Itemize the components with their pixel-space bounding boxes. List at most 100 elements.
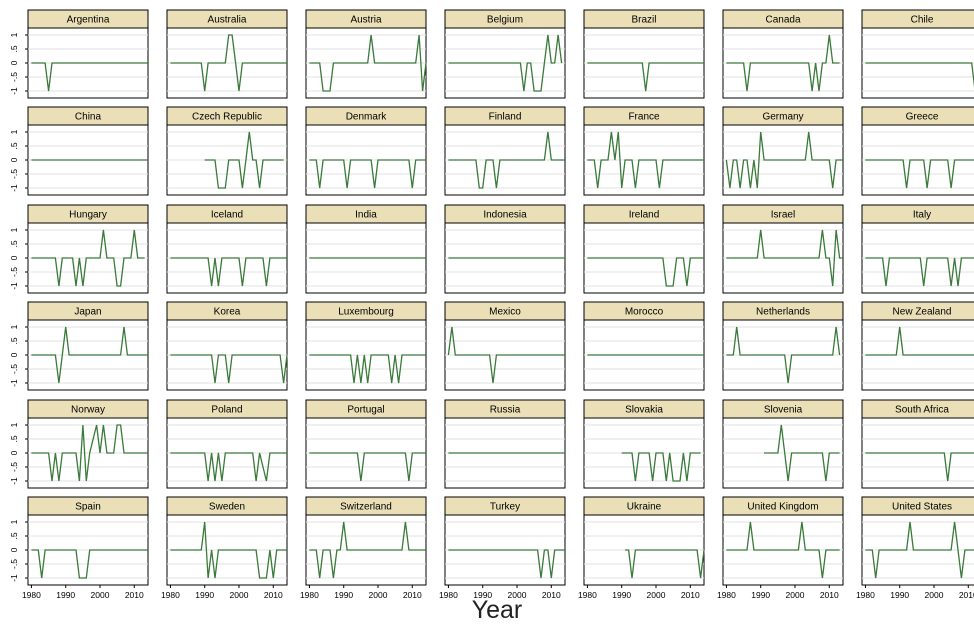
x-tick-label: 2000 (369, 590, 388, 600)
panel-norway: Norway 1 .5 0 -.5 -1 (9, 399, 149, 489)
y-tick-label: -.5 (9, 364, 19, 374)
y-tick-label: 0 (9, 547, 19, 552)
panel-china: China 1 .5 0 -.5 -1 (9, 106, 149, 196)
panel-title: Australia (208, 15, 247, 26)
panel-title: China (75, 112, 102, 123)
panel-czech-republic: Czech Republic (166, 106, 288, 196)
panel-title: Norway (71, 405, 105, 416)
series-line (170, 34, 287, 92)
panel-title: Ireland (629, 210, 660, 221)
x-tick-label: 2010 (403, 590, 422, 600)
panel-title: Netherlands (756, 307, 810, 318)
x-tick-label: 2010 (125, 590, 144, 600)
panel-title: Morocco (625, 307, 664, 318)
panel-title: France (628, 112, 660, 123)
panel-japan: Japan 1 .5 0 -.5 -1 (9, 301, 149, 391)
y-tick-label: 0 (9, 157, 19, 162)
x-tick-label: 1990 (751, 590, 770, 600)
panel-belgium: Belgium (444, 9, 566, 99)
y-tick-label: .5 (9, 435, 19, 442)
series-line (865, 452, 974, 482)
series-line (309, 354, 426, 384)
y-tick-label: 1 (9, 422, 19, 427)
panel-title: United Kingdom (747, 502, 818, 513)
panel-south-africa: South Africa (861, 399, 974, 489)
series-line (309, 521, 426, 579)
series-line (865, 159, 974, 189)
x-tick-label: 1990 (56, 590, 75, 600)
panel-finland: Finland (444, 106, 566, 196)
x-tick-label: 2000 (91, 590, 110, 600)
x-axis-title: Year (471, 596, 523, 624)
panel-slovenia: Slovenia (722, 399, 844, 489)
panel-korea: Korea (166, 301, 288, 391)
panel-united-states: United States 1980 1990 2000 2010 (856, 496, 974, 600)
series-line (448, 549, 565, 579)
panel-title: Russia (490, 405, 521, 416)
y-tick-label: -1 (9, 87, 19, 95)
y-tick-label: 1 (9, 32, 19, 37)
y-tick-label: .5 (9, 142, 19, 149)
y-tick-label: -1 (9, 574, 19, 582)
panel-israel: Israel (722, 204, 844, 294)
x-tick-label: 1990 (612, 590, 631, 600)
panel-chile: Chile (861, 9, 974, 99)
series-line (726, 326, 841, 384)
panel-switzerland: Switzerland 1980 1990 2000 2010 (300, 496, 427, 600)
panel-title: Portugal (347, 405, 384, 416)
y-tick-label: -1 (9, 184, 19, 192)
panel-netherlands: Netherlands (722, 301, 844, 391)
series-line (31, 549, 148, 579)
y-tick-label: 0 (9, 255, 19, 260)
panel-italy: Italy (861, 204, 974, 294)
y-tick-label: 1 (9, 227, 19, 232)
panel-title: Canada (765, 15, 800, 26)
x-tick-label: 2010 (681, 590, 700, 600)
series-line (170, 521, 287, 579)
series-line (31, 326, 148, 384)
x-tick-label: 1990 (473, 590, 492, 600)
panel-title: Denmark (346, 112, 388, 123)
panel-title: Germany (762, 112, 803, 123)
panel-france: France (583, 106, 705, 196)
y-tick-label: -.5 (9, 72, 19, 82)
x-tick-label: 1990 (890, 590, 909, 600)
panel-slovakia: Slovakia (583, 399, 705, 489)
x-tick-label: 2000 (647, 590, 666, 600)
series-line (865, 326, 974, 356)
series-line (31, 229, 145, 287)
y-tick-label: .5 (9, 45, 19, 52)
series-line (31, 424, 148, 482)
panel-title: Israel (771, 210, 795, 221)
y-tick-label: .5 (9, 337, 19, 344)
panel-title: Spain (75, 502, 101, 513)
panel-mexico: Mexico (444, 301, 566, 391)
x-tick-label: 1980 (439, 590, 458, 600)
panel-title: Hungary (69, 210, 107, 221)
x-tick-label: 1980 (856, 590, 875, 600)
panel-title: Czech Republic (192, 112, 262, 123)
panel-title: Sweden (209, 502, 245, 513)
panel-title: Luxembourg (338, 307, 394, 318)
x-tick-label: 1980 (578, 590, 597, 600)
series-line (448, 34, 563, 92)
x-tick-label: 1990 (195, 590, 214, 600)
series-line (170, 257, 287, 287)
y-tick-label: 1 (9, 519, 19, 524)
panel-new-zealand: New Zealand (861, 301, 974, 391)
panel-turkey: Turkey 1980 1990 2000 2010 (439, 496, 566, 600)
x-tick-label: 2010 (959, 590, 974, 600)
series-line (204, 131, 284, 189)
panel-russia: Russia (444, 399, 566, 489)
y-tick-label: -.5 (9, 559, 19, 569)
panel-greece: Greece (861, 106, 974, 196)
x-tick-label: 2010 (820, 590, 839, 600)
x-tick-label: 2000 (925, 590, 944, 600)
y-tick-label: 0 (9, 352, 19, 357)
y-tick-label: -1 (9, 477, 19, 485)
panel-title: United States (892, 502, 952, 513)
series-line (865, 62, 974, 88)
panel-austria: Austria (305, 9, 427, 99)
y-tick-label: -.5 (9, 267, 19, 277)
